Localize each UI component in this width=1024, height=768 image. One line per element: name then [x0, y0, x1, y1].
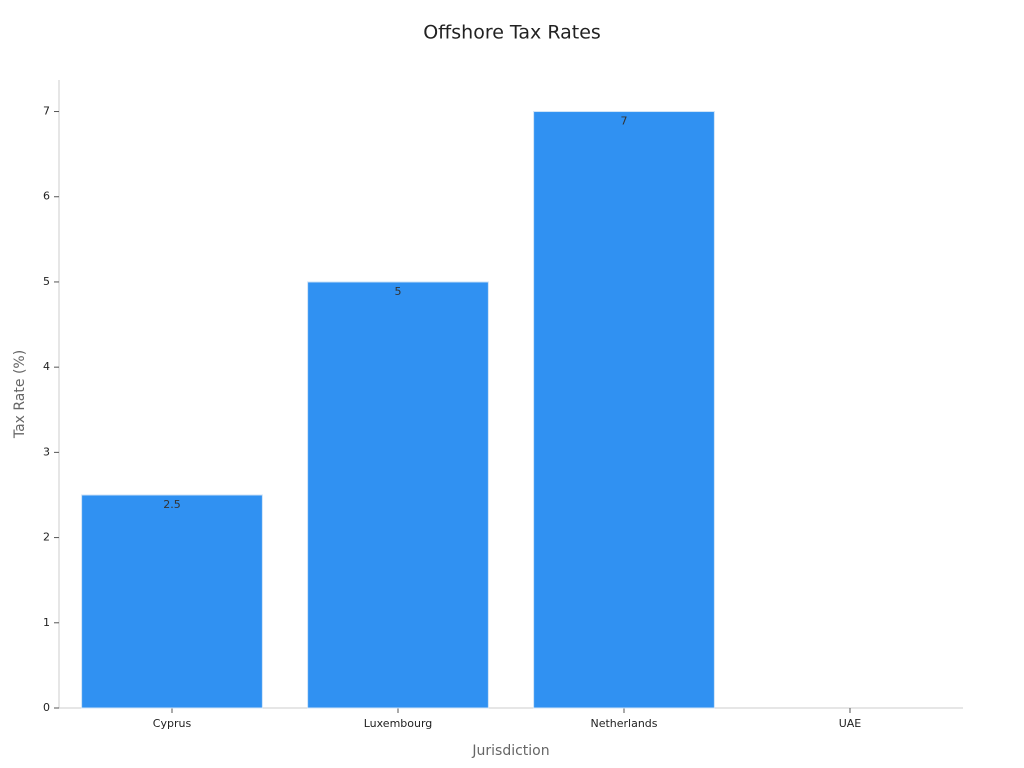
y-tick-label: 6 — [43, 190, 50, 203]
y-tick-label: 3 — [43, 445, 50, 458]
x-tick-label: Netherlands — [590, 717, 657, 730]
y-tick-label: 0 — [43, 701, 50, 714]
bar — [533, 111, 715, 709]
y-tick-label: 7 — [43, 105, 50, 118]
y-axis-title: Tax Rate (%) — [12, 350, 28, 439]
x-tick-label: Luxembourg — [364, 717, 433, 730]
y-tick-label: 1 — [43, 616, 50, 629]
value-label: 7 — [621, 115, 628, 128]
bar — [81, 494, 263, 709]
value-label: 2.5 — [163, 498, 181, 511]
y-tick-label: 4 — [43, 360, 50, 373]
bar — [307, 281, 489, 709]
chart-title: Offshore Tax Rates — [423, 22, 601, 44]
x-tick-label: UAE — [839, 717, 862, 730]
value-label: 5 — [395, 285, 402, 298]
y-tick-label: 2 — [43, 531, 50, 544]
x-tick-label: Cyprus — [153, 717, 192, 730]
x-axis-title: Jurisdiction — [471, 743, 549, 759]
y-tick-label: 5 — [43, 275, 50, 288]
